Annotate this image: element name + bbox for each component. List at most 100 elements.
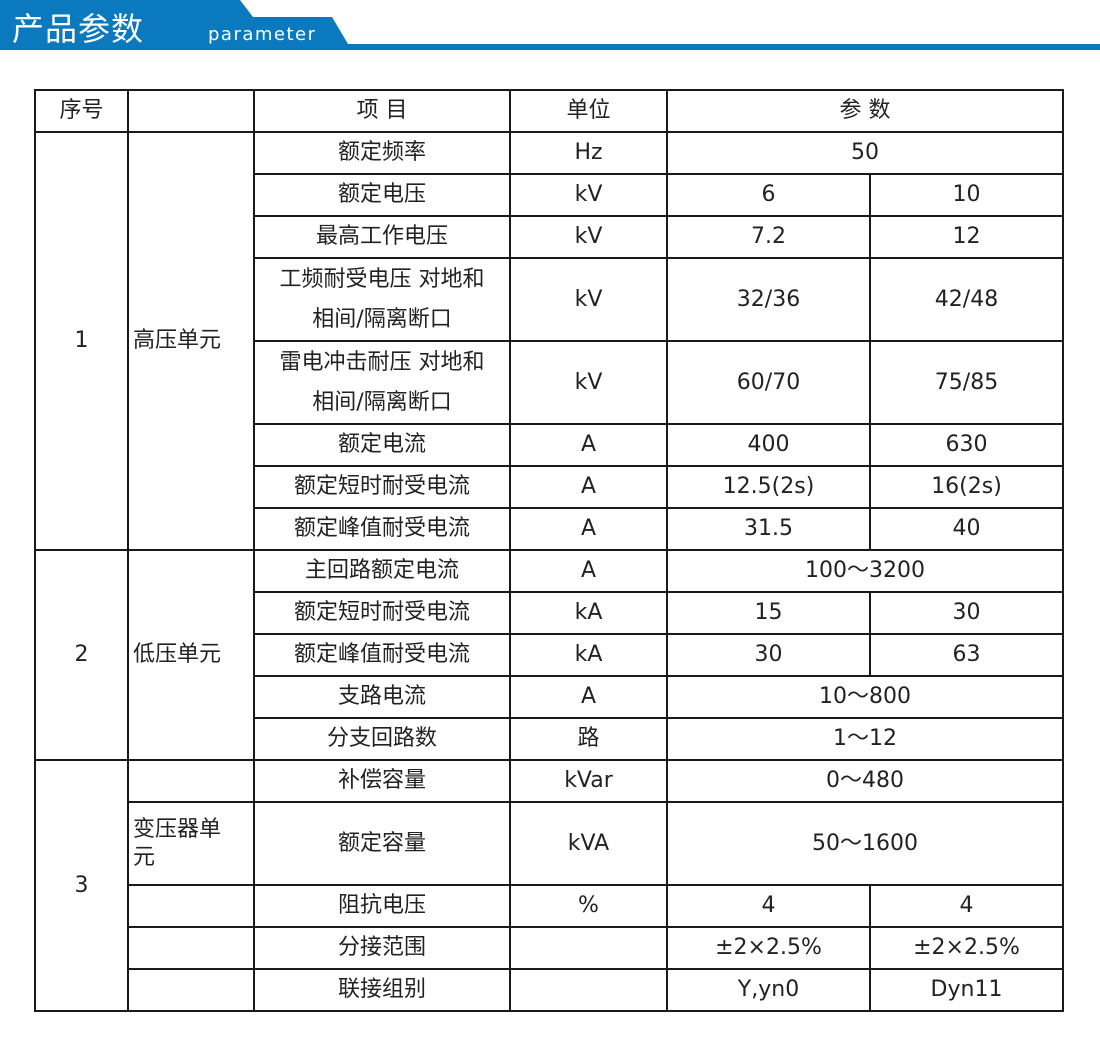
item-cell: 最高工作电压 <box>253 215 511 259</box>
table-row: 雷电冲击耐压 对地和 相间/隔离断口 kV 60/70 75/85 <box>35 340 1064 425</box>
item-line: 相间/隔离断口 <box>312 389 452 415</box>
value-cell: 4 <box>869 884 1064 928</box>
value-cell: 10 <box>869 173 1064 217</box>
category-cell-empty <box>127 759 255 803</box>
unit-cell: A <box>509 507 668 551</box>
item-cell: 主回路额定电流 <box>253 549 511 593</box>
item-cell: 联接组别 <box>253 968 511 1012</box>
table-row: 额定峰值耐受电流 A 31.5 40 <box>35 507 1064 551</box>
value-cell: 30 <box>869 591 1064 635</box>
item-cell: 额定容量 <box>253 801 511 886</box>
category-cell-empty <box>127 968 255 1012</box>
value-cell: 6 <box>666 173 871 217</box>
unit-cell: kA <box>509 591 668 635</box>
table-row: 阻抗电压% 4 4 <box>35 884 1064 928</box>
unit-cell: kV <box>509 173 668 217</box>
seq-cell: 3 <box>34 759 129 1012</box>
header-row: 序号 项 目单位参 数 <box>34 89 1064 133</box>
value-cell: 12 <box>869 215 1064 259</box>
value-cell: 32/36 <box>666 257 871 342</box>
table-row: 分接范围 ±2×2.5% ±2×2.5% <box>35 926 1064 970</box>
header-banner-shape <box>0 0 1100 50</box>
value-cell: 31.5 <box>666 507 871 551</box>
unit-cell: kV <box>509 215 668 259</box>
unit-cell: A <box>509 549 668 593</box>
value-cell: 10～800 <box>666 675 1064 719</box>
category-cell: 变压器单元 <box>127 801 255 886</box>
item-cell: 阻抗电压 <box>253 884 511 928</box>
table-row: 最高工作电压 kV 7.2 12 <box>35 215 1064 259</box>
value-cell: ±2×2.5% <box>666 926 871 970</box>
unit-cell: % <box>509 884 668 928</box>
value-cell: Dyn11 <box>869 968 1064 1012</box>
category-line: 变压器单 <box>133 816 222 842</box>
item-cell: 分支回路数 <box>253 717 511 761</box>
table-row: 3 补偿容量 kVar 0～480 <box>34 759 1064 1012</box>
table-row: 2 低压单元 主回路额定电流 A 100～3200 <box>34 549 1064 761</box>
unit-cell: kVar <box>509 759 668 803</box>
item-cell: 工频耐受电压 对地和 相间/隔离断口 <box>253 257 511 342</box>
item-cell: 雷电冲击耐压 对地和 相间/隔离断口 <box>253 340 511 425</box>
table-row: 额定峰值耐受电流 kA 30 63 <box>35 633 1064 677</box>
unit-cell: A <box>509 423 668 467</box>
table-row: 变压器单元额定容量 kVA 50～1600 <box>35 801 1064 886</box>
seq-cell: 1 <box>34 131 129 551</box>
item-cell: 支路电流 <box>253 675 511 719</box>
section-subtitle: parameter <box>208 24 317 45</box>
value-cell: 60/70 <box>666 340 871 425</box>
section-title: 产品参数 <box>12 10 145 48</box>
category-line: 元 <box>133 844 156 870</box>
value-cell: ±2×2.5% <box>869 926 1064 970</box>
item-cell: 额定峰值耐受电流 <box>253 633 511 677</box>
item-line: 相间/隔离断口 <box>312 306 452 332</box>
item-cell: 分接范围 <box>253 926 511 970</box>
value-cell: 100～3200 <box>666 549 1064 593</box>
table-row: 额定短时耐受电流 kA 15 30 <box>35 591 1064 635</box>
seq-cell: 2 <box>34 549 129 761</box>
item-cell: 额定短时耐受电流 <box>253 465 511 509</box>
value-cell: 4 <box>666 884 871 928</box>
item-cell: 额定电流 <box>253 423 511 467</box>
item-cell: 额定短时耐受电流 <box>253 591 511 635</box>
table-row: 联接组别 Y,yn0 Dyn11 <box>35 968 1064 1012</box>
section-header: 产品参数 parameter <box>0 0 1100 52</box>
unit-cell: A <box>509 675 668 719</box>
unit-cell: Hz <box>509 131 668 175</box>
item-line: 雷电冲击耐压 对地和 <box>279 349 485 375</box>
value-cell: 630 <box>869 423 1064 467</box>
parameter-table: 序号项 目单位参 数 1 高压单元 额定频率 Hz 50 额定电压 kV 6 10 最高工作电压 kV… <box>34 89 1064 1012</box>
unit-cell: kVA <box>509 801 668 886</box>
value-cell: 7.2 <box>666 215 871 259</box>
value-cell: 15 <box>666 591 871 635</box>
value-cell: 1～12 <box>666 717 1064 761</box>
header-unit: 单位 <box>509 89 668 133</box>
value-cell: 30 <box>666 633 871 677</box>
header-seq: 序号 <box>34 89 129 133</box>
value-cell: 50～1600 <box>666 801 1064 886</box>
category-cell-empty <box>127 884 255 928</box>
item-cell: 额定电压 <box>253 173 511 217</box>
item-cell: 额定频率 <box>253 131 511 175</box>
table-row: 1 高压单元 额定频率 Hz 50 <box>34 131 1064 551</box>
table-row: 额定电压 kV 6 10 <box>35 173 1064 217</box>
table-row: 分支回路数路 1～12 <box>35 717 1064 761</box>
value-cell: 50 <box>666 131 1064 175</box>
value-cell: 16(2s) <box>869 465 1064 509</box>
item-cell: 额定峰值耐受电流 <box>253 507 511 551</box>
header-item: 项 目 <box>253 89 511 133</box>
value-cell: 400 <box>666 423 871 467</box>
table-row: 支路电流 A 10～800 <box>35 675 1064 719</box>
value-cell: 12.5(2s) <box>666 465 871 509</box>
unit-cell <box>509 926 668 970</box>
unit-cell: 路 <box>509 717 668 761</box>
header-category <box>127 89 255 133</box>
unit-cell: kV <box>509 257 668 342</box>
unit-cell: kV <box>509 340 668 425</box>
item-cell: 补偿容量 <box>253 759 511 803</box>
table-row: 额定电流 A 400 630 <box>35 423 1064 467</box>
category-cell-empty <box>127 926 255 970</box>
value-cell: Y,yn0 <box>666 968 871 1012</box>
unit-cell: A <box>509 465 668 509</box>
item-line: 工频耐受电压 对地和 <box>279 266 485 292</box>
value-cell: 75/85 <box>869 340 1064 425</box>
